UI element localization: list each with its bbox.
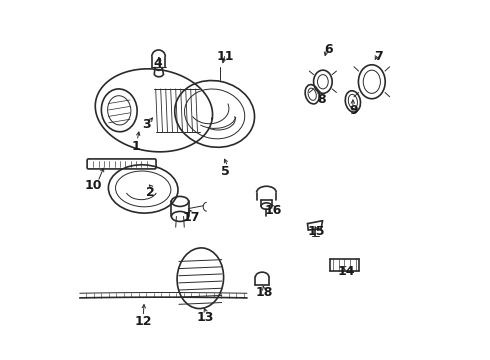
Text: 11: 11 bbox=[217, 50, 234, 63]
Text: 16: 16 bbox=[265, 204, 282, 217]
Text: 3: 3 bbox=[143, 118, 151, 131]
Text: 7: 7 bbox=[374, 50, 383, 63]
Text: 6: 6 bbox=[325, 43, 333, 56]
Text: 13: 13 bbox=[197, 311, 215, 324]
Text: 1: 1 bbox=[132, 140, 141, 153]
Text: 5: 5 bbox=[221, 165, 230, 177]
Text: 2: 2 bbox=[146, 186, 155, 199]
Text: 14: 14 bbox=[338, 265, 356, 278]
Text: 12: 12 bbox=[134, 315, 152, 328]
Text: 10: 10 bbox=[84, 179, 102, 192]
Text: 17: 17 bbox=[183, 211, 200, 224]
Text: 18: 18 bbox=[256, 286, 273, 299]
Text: 4: 4 bbox=[153, 57, 162, 71]
Text: 8: 8 bbox=[318, 93, 326, 106]
Text: 15: 15 bbox=[308, 225, 325, 238]
Text: 9: 9 bbox=[350, 104, 358, 117]
